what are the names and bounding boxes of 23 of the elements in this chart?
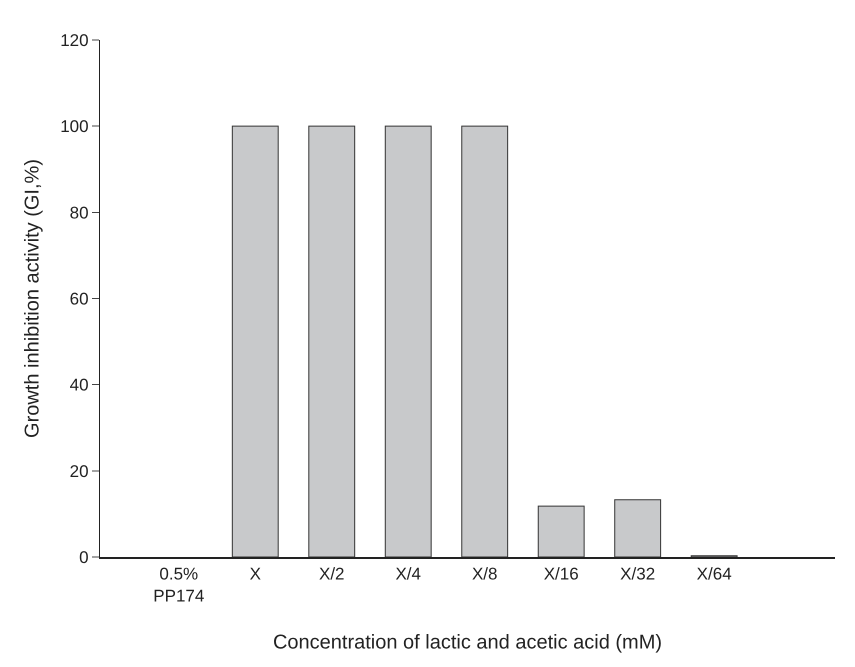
x-tick-label: X/64 xyxy=(696,564,732,584)
bar xyxy=(308,126,356,557)
bar xyxy=(461,126,508,557)
x-tick-label: 0.5% PP174 xyxy=(153,564,204,606)
bar xyxy=(384,126,432,557)
bar xyxy=(538,506,585,557)
bar xyxy=(614,499,662,557)
y-tick-label: 0 xyxy=(79,548,89,567)
y-tick-label: 80 xyxy=(70,203,89,222)
x-tick-label: X/8 xyxy=(472,564,498,584)
y-tick-label: 120 xyxy=(60,30,89,50)
bar xyxy=(232,126,279,557)
x-tick-label: X xyxy=(250,564,261,584)
x-axis-title: Concentration of lactic and acetic acid (mM) xyxy=(272,632,662,654)
y-tick-label: 100 xyxy=(60,117,89,136)
y-tick-label: 60 xyxy=(70,289,89,308)
y-tick-label: 20 xyxy=(70,462,89,481)
x-tick-label: X/16 xyxy=(544,564,579,584)
y-tick-label: 40 xyxy=(70,376,89,395)
x-tick-label: X/32 xyxy=(620,564,656,584)
y-axis-title: Growth inhibition activity (GI,%) xyxy=(22,159,44,438)
x-tick-label: X/2 xyxy=(318,564,345,584)
x-tick-label: X/4 xyxy=(395,564,421,584)
